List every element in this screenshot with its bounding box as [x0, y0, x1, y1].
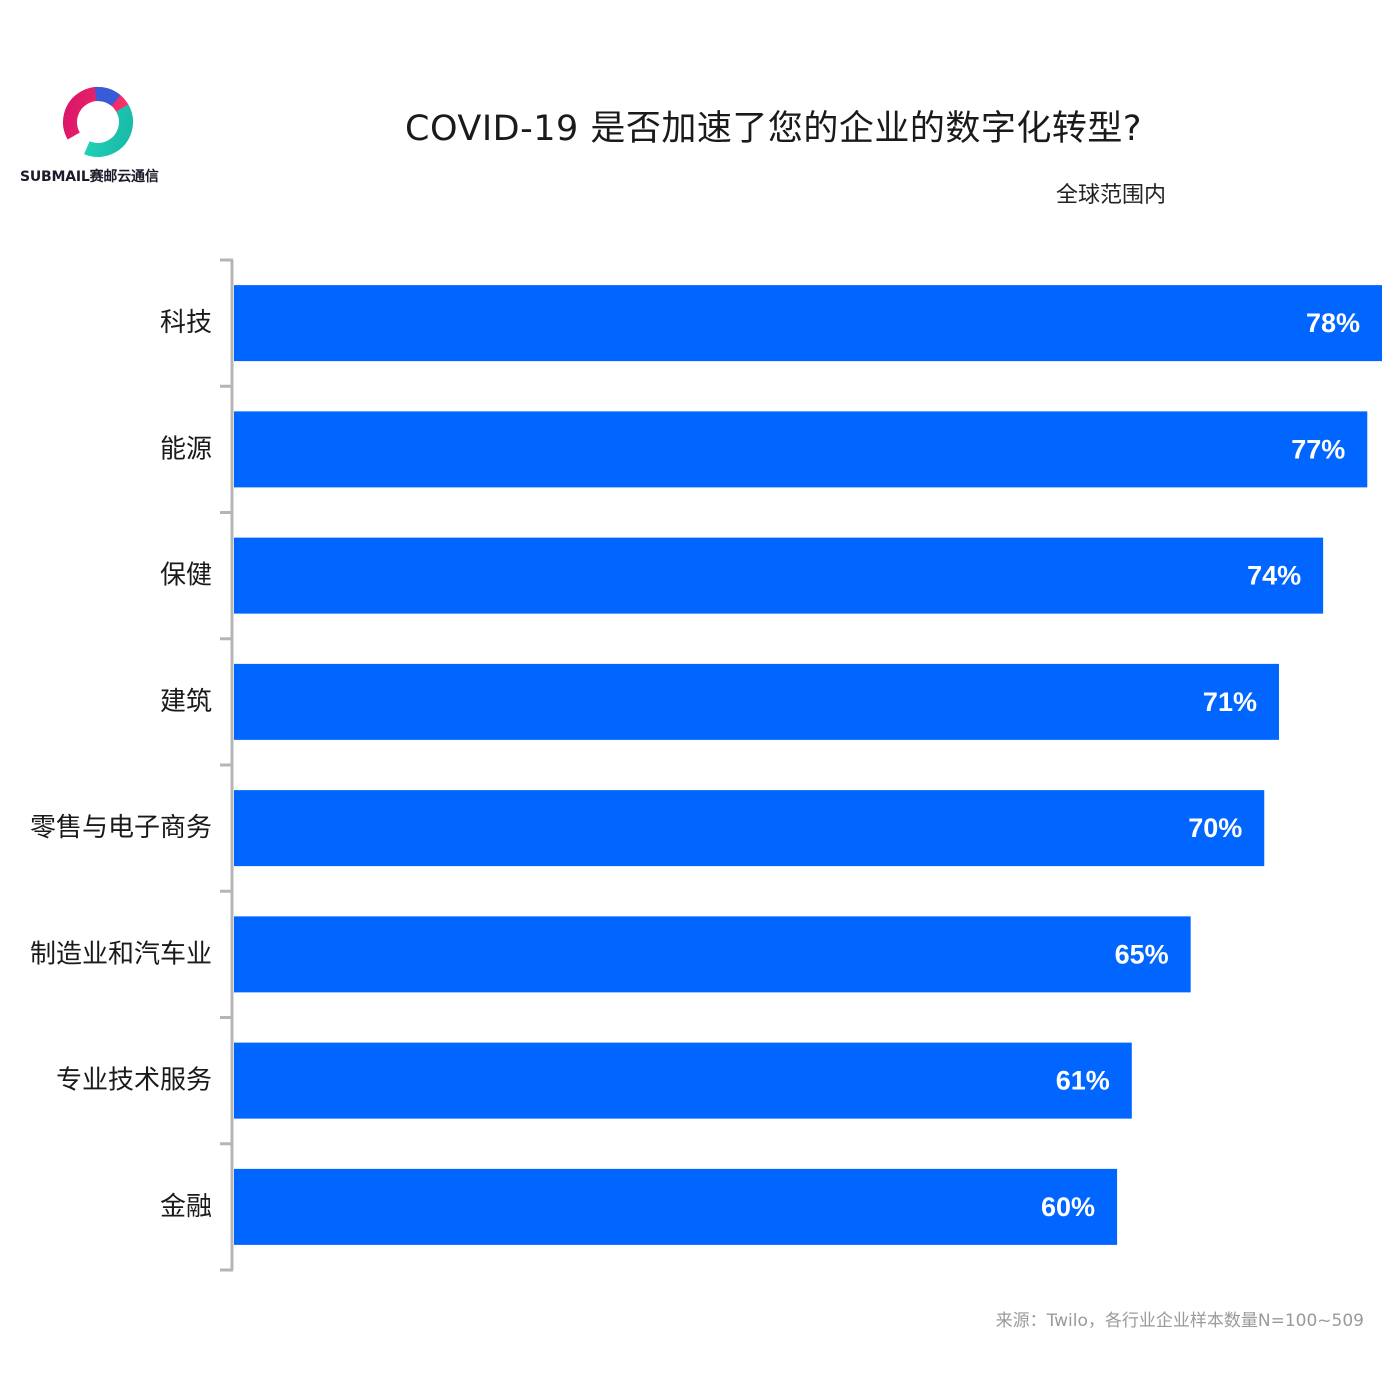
category-label: 科技 — [160, 308, 212, 338]
bar-value-label: 60% — [1041, 1192, 1095, 1222]
bar-value-label: 78% — [1306, 308, 1360, 338]
submail-ring-icon — [62, 87, 133, 157]
source-note: 来源：Twilo，各行业企业样本数量N=100~509 — [995, 1311, 1364, 1331]
bar-value-label: 65% — [1115, 939, 1169, 969]
bar — [234, 663, 1279, 740]
bar — [234, 537, 1324, 614]
y-axis — [220, 258, 234, 1272]
logo-text: SUBMAIL赛邮云通信 — [20, 169, 159, 185]
chart-subtitle: 全球范围内 — [1056, 183, 1167, 208]
bar — [234, 916, 1191, 993]
bar-value-label: 71% — [1203, 687, 1257, 717]
labels: 科技 78% 能源 77% 保健 74% 建筑 71% 零售与电子商务 70% 制造业和汽车业 65%… — [30, 308, 1360, 1222]
logo: SUBMAIL赛邮云通信 — [20, 82, 185, 192]
bar — [234, 285, 1382, 362]
category-label: 建筑 — [160, 687, 212, 717]
category-label: 制造业和汽车业 — [30, 939, 212, 969]
bar-value-label: 61% — [1056, 1066, 1110, 1096]
bar-value-label: 70% — [1188, 813, 1242, 843]
category-label: 金融 — [160, 1192, 212, 1222]
category-label: 能源 — [160, 434, 212, 464]
bar — [234, 1042, 1132, 1119]
category-label: 保健 — [160, 561, 212, 591]
category-label: 零售与电子商务 — [30, 813, 212, 843]
chart-title: COVID-19 是否加速了您的企业的数字化转型? — [405, 109, 1142, 149]
bars — [234, 285, 1382, 1245]
bar — [234, 1168, 1118, 1245]
category-label: 专业技术服务 — [56, 1066, 212, 1096]
bar — [234, 411, 1368, 488]
bar-value-label: 74% — [1247, 561, 1301, 591]
bar-value-label: 77% — [1291, 434, 1345, 464]
bar — [234, 790, 1265, 867]
